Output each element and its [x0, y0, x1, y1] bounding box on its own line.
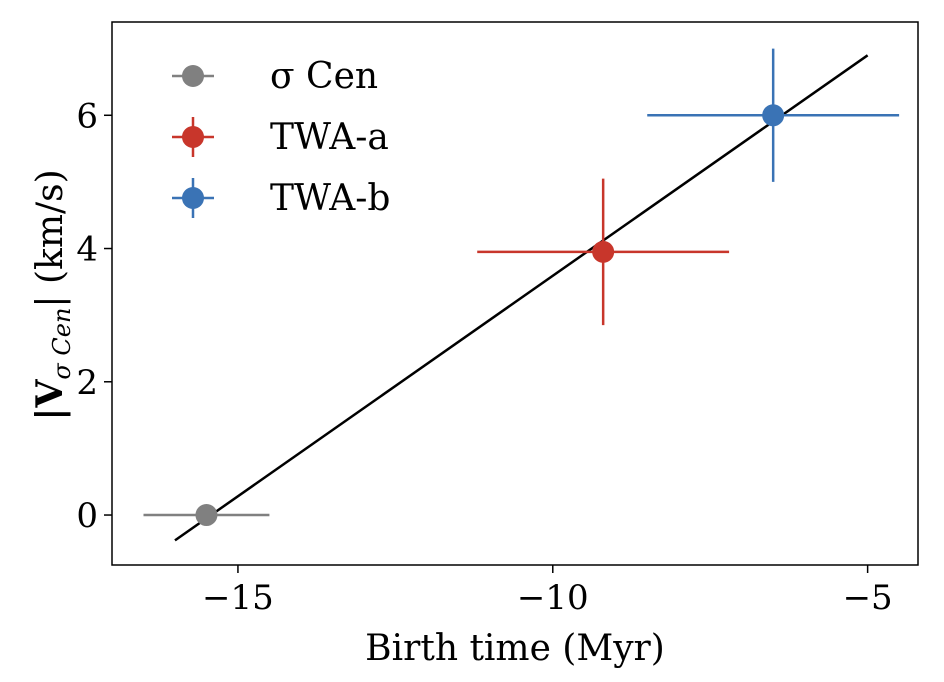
legend-marker [182, 187, 204, 209]
data-point [195, 504, 218, 527]
y-axis-label-main: |V [29, 379, 71, 421]
legend: σ Cen TWA-a TWA-b [172, 56, 390, 219]
x-tick-label: −5 [843, 578, 893, 618]
x-tick-label: −15 [202, 578, 274, 618]
y-axis-label-sub: σ Cen [48, 308, 76, 380]
legend-marker [182, 126, 204, 148]
legend-marker [182, 65, 204, 87]
fit-line [174, 54, 869, 542]
legend-label: TWA-a [270, 117, 389, 158]
x-tick-label: −10 [517, 578, 589, 618]
legend-label: TWA-b [270, 178, 390, 219]
y-tick-label: 2 [76, 363, 98, 403]
data-point [592, 240, 615, 263]
y-axis-label: |Vσ Cen| (km/s) [29, 169, 76, 420]
data-point [762, 104, 785, 127]
axis-ticks: −15 −10 −5 0 2 4 6 [76, 96, 892, 618]
y-axis-label-tail: | (km/s) [30, 169, 71, 307]
legend-label: σ Cen [270, 56, 378, 97]
x-axis-label: Birth time (Myr) [365, 628, 665, 669]
y-tick-label: 0 [76, 496, 98, 536]
y-tick-label: 4 [76, 230, 98, 270]
y-tick-label: 6 [76, 96, 98, 136]
plot-frame [111, 21, 919, 566]
data-marks [143, 48, 900, 542]
